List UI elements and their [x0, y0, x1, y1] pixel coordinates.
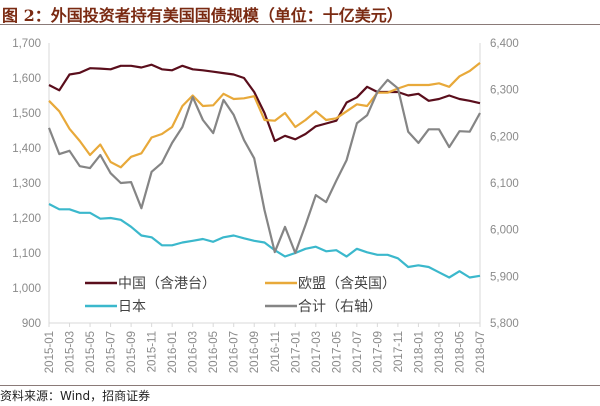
chart-title: 图 2：外国投资者持有美国国债规模（单位：十亿美元） — [2, 6, 403, 25]
x-tick-label: 2016-09 — [249, 331, 261, 373]
x-tick-label: 2015-03 — [65, 331, 77, 373]
x-tick-label: 2016-05 — [208, 331, 220, 373]
left-y-tick-label: 1,300 — [12, 178, 41, 190]
x-tick-label: 2018-07 — [475, 331, 487, 373]
series-line-1 — [48, 62, 481, 169]
source-note: 资料来源：Wind，招商证券 — [0, 389, 151, 403]
left-y-tick-label: 1,700 — [12, 38, 41, 50]
x-tick-label: 2016-07 — [229, 331, 241, 373]
x-tick-label: 2016-03 — [188, 331, 200, 373]
x-tick-label: 2017-03 — [311, 331, 323, 373]
x-tick-label: 2016-11 — [270, 331, 282, 372]
x-tick-label: 2017-07 — [352, 331, 364, 373]
x-tick-label: 2015-07 — [106, 331, 118, 373]
x-tick-label: 2015-01 — [44, 331, 56, 373]
x-tick-label: 2017-09 — [372, 331, 384, 373]
x-tick-label: 2018-01 — [413, 331, 425, 373]
legend-label: 日本 — [118, 299, 146, 315]
x-tick-label: 2018-05 — [454, 331, 466, 373]
x-tick-label: 2016-01 — [167, 331, 179, 373]
right-y-tick-label: 6,000 — [490, 225, 519, 237]
series-line-3 — [47, 78, 481, 255]
legend-label: 中国（含港台） — [118, 276, 216, 292]
legend-label: 合计（右轴） — [298, 299, 382, 315]
right-y-tick-label: 5,900 — [490, 271, 519, 283]
right-y-tick-label: 6,300 — [490, 85, 519, 97]
left-y-tick-label: 1,500 — [12, 108, 41, 120]
x-tick-label: 2015-09 — [126, 331, 138, 373]
x-tick-label: 2017-01 — [290, 331, 302, 373]
series-line-0 — [48, 63, 481, 143]
right-y-tick-label: 6,400 — [490, 38, 519, 50]
legend-label: 欧盟（含英国） — [298, 275, 396, 292]
left-y-tick-label: 1,200 — [12, 213, 41, 225]
right-y-tick-label: 5,800 — [490, 318, 519, 330]
series-line-2 — [48, 203, 481, 279]
x-tick-label: 2015-05 — [85, 331, 97, 373]
left-y-tick-label: 1,400 — [12, 143, 41, 155]
left-y-tick-label: 900 — [22, 318, 41, 330]
title-divider — [0, 24, 600, 25]
source-divider — [0, 385, 600, 386]
right-y-tick-label: 6,100 — [490, 178, 519, 190]
left-y-tick-label: 1,000 — [12, 283, 41, 295]
right-y-tick-label: 6,200 — [490, 131, 519, 143]
x-tick-label: 2017-11 — [393, 331, 405, 372]
left-y-tick-label: 1,100 — [12, 248, 41, 260]
x-tick-label: 2017-05 — [331, 331, 343, 373]
x-tick-label: 2015-11 — [147, 331, 159, 372]
left-y-tick-label: 1,600 — [12, 73, 41, 85]
x-tick-label: 2018-03 — [434, 331, 446, 373]
